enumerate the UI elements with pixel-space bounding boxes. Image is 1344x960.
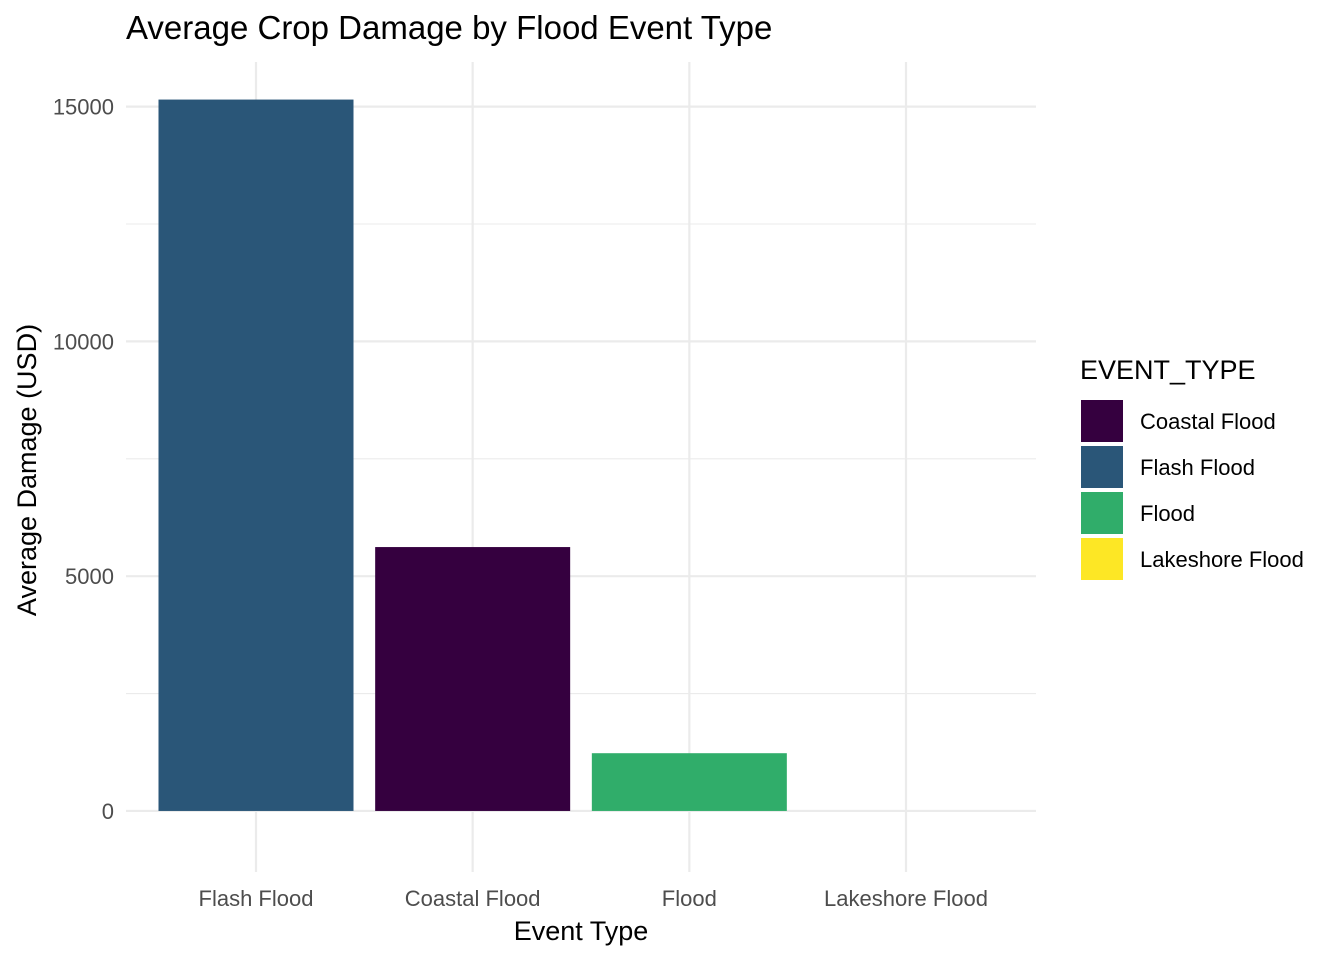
chart-title: Average Crop Damage by Flood Event Type — [126, 9, 772, 46]
legend: EVENT_TYPE Coastal Flood Flash Flood Flood… — [1080, 355, 1304, 580]
legend-swatch — [1081, 400, 1123, 442]
legend-title: EVENT_TYPE — [1080, 355, 1256, 385]
bar-coastal-flood — [375, 547, 571, 811]
x-tick-label: Lakeshore Flood — [824, 886, 988, 911]
x-axis-tick-labels: Flash Flood Coastal Flood Flood Lakeshore F… — [199, 886, 988, 911]
x-tick-label: Coastal Flood — [405, 886, 541, 911]
legend-label: Lakeshore Flood — [1140, 547, 1304, 572]
x-axis-title: Event Type — [514, 916, 649, 946]
legend-label: Flood — [1140, 501, 1195, 526]
bar-flash-flood — [158, 99, 354, 811]
legend-swatch — [1081, 538, 1123, 580]
y-tick-label: 15000 — [53, 95, 114, 120]
legend-entries: Coastal Flood Flash Flood Flood Lakeshore F… — [1081, 400, 1304, 580]
x-tick-label: Flash Flood — [199, 886, 314, 911]
y-tick-label: 5000 — [65, 564, 114, 589]
bars — [158, 99, 787, 811]
legend-label: Flash Flood — [1140, 455, 1255, 480]
y-tick-label: 0 — [102, 799, 114, 824]
legend-swatch — [1081, 446, 1123, 488]
y-tick-label: 10000 — [53, 329, 114, 354]
legend-swatch — [1081, 492, 1123, 534]
legend-label: Coastal Flood — [1140, 409, 1276, 434]
y-axis-tick-labels: 0 5000 10000 15000 — [53, 95, 114, 824]
x-tick-label: Flood — [662, 886, 717, 911]
bar-flood — [591, 753, 787, 811]
y-axis-title: Average Damage (USD) — [12, 324, 42, 616]
